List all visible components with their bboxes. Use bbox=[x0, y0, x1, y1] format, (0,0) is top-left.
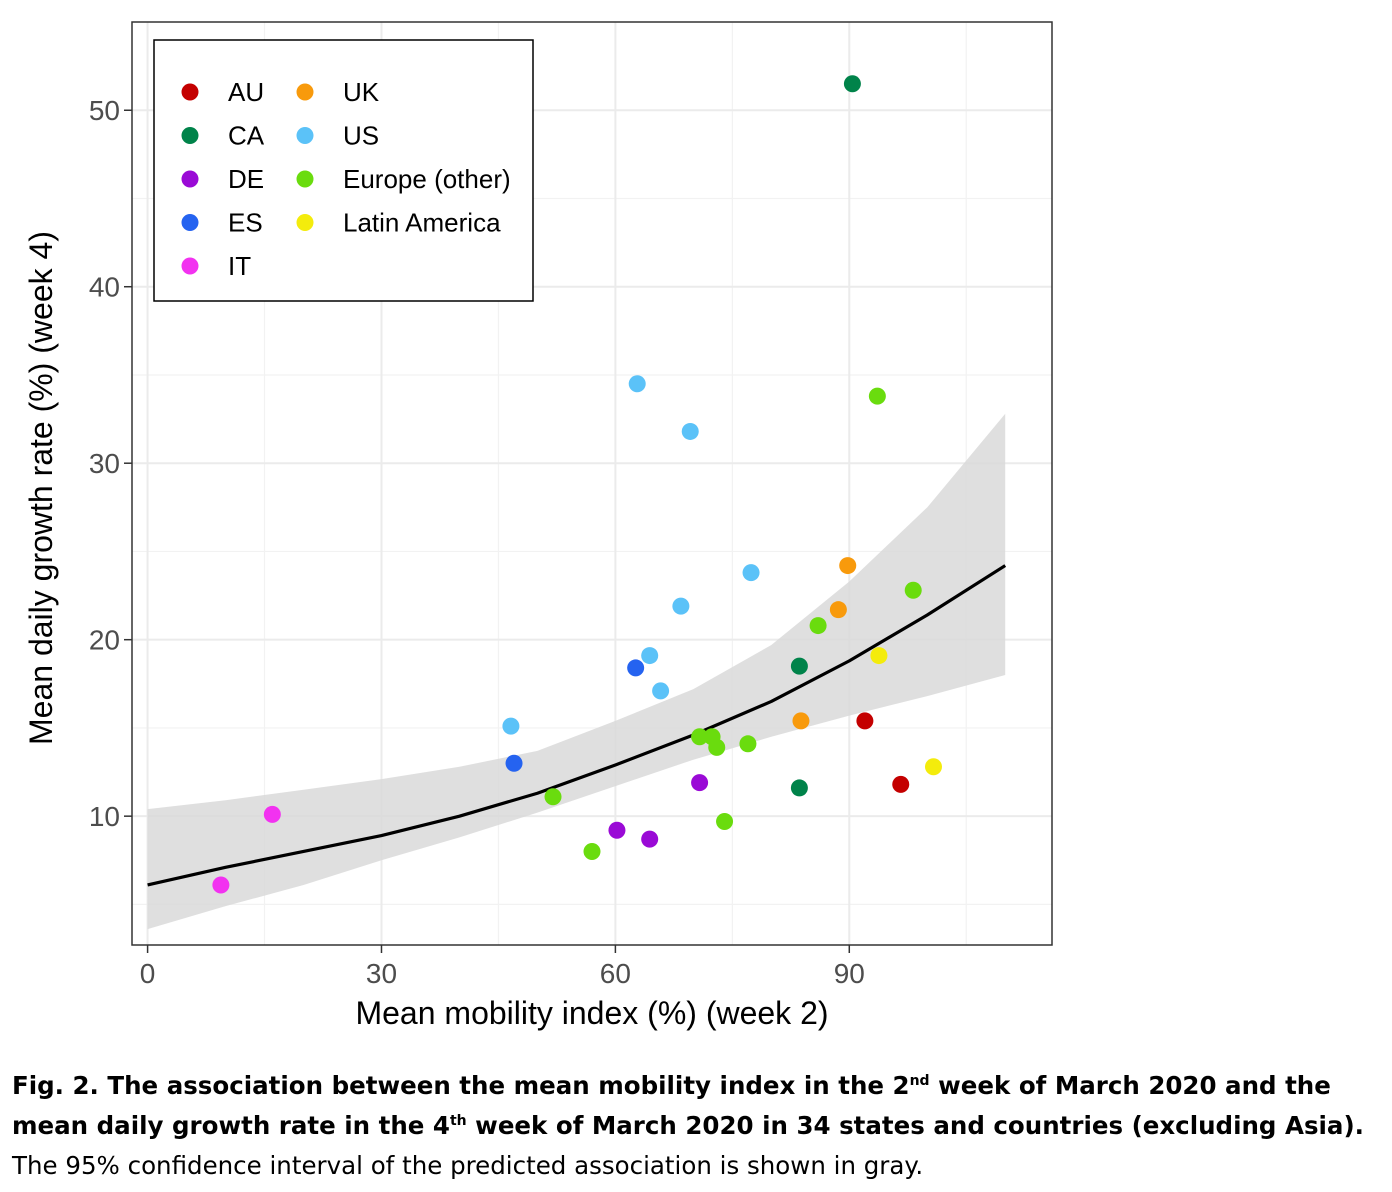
figure-caption: Fig. 2. The association between the mean… bbox=[12, 1066, 1382, 1186]
data-point-europe-other bbox=[544, 788, 562, 806]
legend-key-es bbox=[181, 214, 199, 231]
data-point-de bbox=[691, 774, 709, 792]
legend-label-es: ES bbox=[228, 208, 263, 238]
y-tick-label: 10 bbox=[89, 801, 120, 832]
data-point-uk bbox=[839, 557, 857, 575]
fit-line bbox=[147, 564, 1007, 887]
data-point-de bbox=[608, 821, 626, 839]
legend-label-it: IT bbox=[228, 251, 251, 281]
data-point-europe-other bbox=[739, 735, 757, 753]
caption-bold-2: week of March 2020 and the mean daily gr… bbox=[12, 1071, 1331, 1140]
data-point-europe-other bbox=[809, 617, 827, 635]
data-point-europe-other bbox=[868, 387, 886, 405]
legend-label-uk: UK bbox=[343, 77, 380, 107]
legend-box bbox=[153, 39, 534, 302]
data-point-us bbox=[628, 375, 646, 393]
caption-bold-1: Fig. 2. The association between the mean… bbox=[12, 1071, 910, 1100]
legend-key-uk bbox=[296, 83, 314, 101]
legend-key-de bbox=[181, 170, 199, 188]
x-axis-title: Mean mobility index (%) (week 2) bbox=[355, 995, 828, 1031]
y-tick-label: 40 bbox=[89, 272, 120, 303]
data-point-europe-other bbox=[904, 581, 922, 599]
confidence-band bbox=[147, 413, 1006, 930]
data-point-europe-other bbox=[716, 812, 734, 830]
data-point-es bbox=[505, 754, 523, 772]
caption-normal: The 95% confidence interval of the predi… bbox=[12, 1151, 924, 1180]
data-point-it bbox=[263, 805, 281, 823]
x-tick-label: 90 bbox=[834, 958, 865, 989]
data-point-latin-america bbox=[870, 647, 888, 665]
axis-ticks: 0 30 60 90 10 20 30 40 50 bbox=[89, 95, 865, 989]
data-point-latin-america bbox=[924, 758, 942, 776]
legend-label-us: US bbox=[343, 121, 379, 151]
scatter-chart: 0 30 60 90 10 20 30 40 50 Mean mobility index (%… bbox=[23, 21, 1053, 1031]
x-tick-label: 60 bbox=[600, 958, 631, 989]
caption-sup-2: th bbox=[449, 1112, 467, 1129]
legend-key-europe-other bbox=[296, 170, 314, 188]
data-point-au bbox=[856, 712, 874, 730]
legend: AU UK CA US DE Europe (other) ES Latin America I… bbox=[153, 39, 534, 302]
data-point-europe-other bbox=[583, 842, 601, 860]
data-point-de bbox=[641, 830, 659, 848]
x-tick-label: 0 bbox=[140, 958, 156, 989]
legend-label-de: DE bbox=[228, 164, 264, 194]
data-point-ca bbox=[790, 779, 808, 797]
data-point-ca bbox=[843, 75, 861, 93]
legend-label-latin-america: Latin America bbox=[343, 208, 501, 238]
plot-panel-border bbox=[131, 21, 1053, 946]
data-point-europe-other bbox=[708, 738, 726, 756]
legend-key-us bbox=[296, 127, 314, 144]
data-point-us bbox=[681, 422, 699, 440]
data-point-us bbox=[641, 647, 659, 665]
legend-label-ca: CA bbox=[228, 121, 265, 151]
data-point-us bbox=[652, 682, 670, 700]
legend-key-au bbox=[181, 83, 199, 101]
data-point-au bbox=[892, 775, 910, 793]
data-point-us bbox=[502, 717, 520, 735]
y-tick-label: 30 bbox=[89, 448, 120, 479]
legend-label-au: AU bbox=[228, 77, 264, 107]
data-point-ca bbox=[790, 657, 808, 675]
data-point-uk bbox=[792, 712, 810, 730]
legend-key-ca bbox=[181, 127, 199, 144]
data-point-us bbox=[672, 597, 690, 615]
y-tick-label: 50 bbox=[89, 95, 120, 126]
y-axis-title: Mean daily growth rate (%) (week 4) bbox=[23, 231, 59, 745]
data-point-europe-other bbox=[691, 728, 709, 746]
legend-key-latin-america bbox=[296, 214, 314, 231]
data-point-us bbox=[742, 564, 760, 582]
caption-bold-3: week of March 2020 in 34 states and coun… bbox=[466, 1111, 1364, 1140]
confidence-interval-band bbox=[147, 413, 1006, 930]
caption-sup-1: nd bbox=[909, 1072, 930, 1089]
fit-line-group bbox=[147, 564, 1007, 887]
data-points bbox=[212, 75, 942, 894]
legend-label-europe-other: Europe (other) bbox=[343, 164, 511, 194]
data-point-es bbox=[627, 659, 645, 677]
data-point-uk bbox=[829, 601, 847, 619]
data-point-it bbox=[212, 876, 230, 894]
x-tick-label: 30 bbox=[366, 958, 397, 989]
y-tick-label: 20 bbox=[89, 625, 120, 656]
legend-key-it bbox=[181, 257, 199, 275]
